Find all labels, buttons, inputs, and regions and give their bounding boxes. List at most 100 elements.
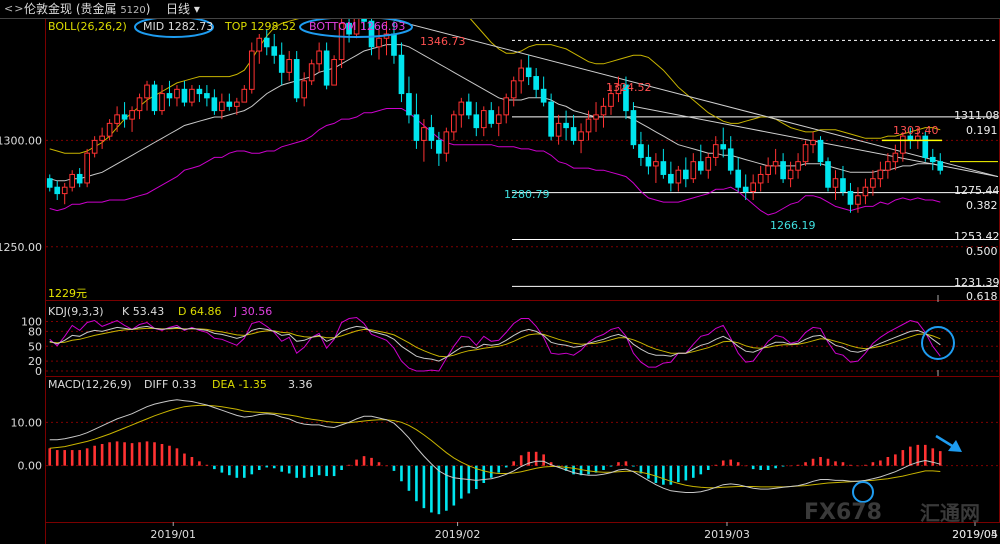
kdj-j-name: J <box>234 305 238 318</box>
macd-hist-bar <box>422 465 426 509</box>
macd-hist-bar <box>130 443 134 466</box>
candle-body <box>712 144 719 158</box>
candle-body <box>286 59 293 73</box>
candle-body <box>196 88 203 95</box>
macd-hist-bar <box>257 465 261 470</box>
candle-body <box>855 195 861 205</box>
macd-hist-bar <box>302 465 306 478</box>
macd-hist-bar <box>242 465 246 478</box>
candle-body <box>690 161 697 180</box>
macd-hist-bar <box>93 445 96 466</box>
macd-hist-bar <box>183 453 186 466</box>
x-tick-1: 2019/02 <box>435 528 481 541</box>
candle-body <box>795 161 801 171</box>
kdj-d-line <box>49 327 941 358</box>
macd-hist-bar <box>362 456 366 466</box>
candle-body <box>174 88 180 99</box>
bollinger-bands <box>49 0 941 216</box>
candle-body <box>106 122 113 137</box>
fib-price-4: 1231.39 <box>954 276 1000 289</box>
candle-body <box>495 114 502 124</box>
annotation-high-2: 1324.52 <box>606 81 652 94</box>
macd-hist-bar <box>901 450 905 466</box>
candle-body <box>144 84 150 99</box>
candle-body <box>937 161 944 171</box>
macd-hist-bar <box>931 448 935 466</box>
chevron-down-icon: ▾ <box>193 2 200 16</box>
macd-hist-bar <box>205 464 209 466</box>
candle-body <box>750 182 756 192</box>
macd-hist-bar <box>265 465 269 468</box>
macd-hist-bar <box>811 458 815 466</box>
candlesticks <box>46 0 944 213</box>
candle-body <box>518 67 525 82</box>
macd-hist-bar <box>385 465 388 467</box>
candle-body <box>473 114 480 129</box>
macd-hist-bar <box>894 454 897 466</box>
candle-body <box>211 97 218 112</box>
candle-body <box>99 135 105 141</box>
macd-hist-bar <box>325 465 328 477</box>
kdj-k-value: 53.43 <box>132 305 165 318</box>
candle-body <box>278 54 285 73</box>
macd-hist-bar <box>617 462 620 466</box>
candle-body <box>46 178 53 188</box>
fib-price-3: 1253.42 <box>954 230 1000 243</box>
arrow-down-icon <box>935 434 955 449</box>
candle-body <box>630 110 637 146</box>
macd-hist-bar <box>677 465 680 483</box>
annotation-high-1: 1346.73 <box>420 35 466 48</box>
candle-body <box>308 63 315 82</box>
macd-hist-bar <box>624 461 628 466</box>
kdj-k-legend: K 53.43 <box>122 305 164 319</box>
macd-hist-bar <box>347 464 351 466</box>
panel-frame-0 <box>45 18 1000 301</box>
candle-body <box>922 135 929 158</box>
kdj-y-tick-3: 20 <box>28 355 42 368</box>
period-selector[interactable]: 日线 ▾ <box>166 0 200 18</box>
candle-body <box>900 135 906 154</box>
candle-body <box>189 88 195 103</box>
candle-body <box>885 161 891 171</box>
candle-body <box>623 84 629 112</box>
macd-hist-bar <box>594 465 598 473</box>
highlight-circle-macd <box>852 481 874 503</box>
macd-hist-bar <box>198 461 201 466</box>
instrument-code: 5120 <box>120 5 146 16</box>
fib-price-2: 1275.44 <box>954 184 1000 197</box>
boll-bottom-value: 1266.93 <box>359 20 406 33</box>
macd-dea-value: -1.35 <box>238 378 267 391</box>
candle-body <box>421 127 427 141</box>
macd-hist-bar <box>706 465 710 470</box>
boll-mid-value: 1282.73 <box>167 20 214 33</box>
candle-body <box>219 101 225 112</box>
macd-hist-bar <box>392 465 396 471</box>
nav-arrows-icon[interactable]: <> <box>4 2 25 15</box>
macd-diff-line <box>49 399 941 493</box>
macd-hist-bar <box>804 462 807 466</box>
candle-body <box>376 37 382 48</box>
macd-hist-legend: 3.36 <box>288 378 313 391</box>
kdj-k-name: K <box>122 305 130 318</box>
macd-hist-bar <box>639 465 643 474</box>
macd-hist-bar <box>534 451 538 466</box>
candle-body <box>316 50 322 65</box>
macd-hist-bar <box>938 451 942 466</box>
candle-body <box>443 131 450 154</box>
kdj-y-tick-0: 100 <box>21 315 42 328</box>
boll-top-name: TOP <box>225 20 248 33</box>
macd-hist-bar <box>78 450 81 466</box>
macd-hist-bar <box>310 465 313 477</box>
candle-body <box>817 139 824 163</box>
macd-diff-name: DIFF <box>144 378 169 391</box>
macd-hist-bar <box>766 465 770 470</box>
macd-hist-bar <box>445 465 448 511</box>
macd-hist-bar <box>407 465 411 491</box>
macd-hist-bar <box>542 454 545 466</box>
candle-body <box>323 50 330 86</box>
macd-hist-bar <box>691 465 695 478</box>
candle-body <box>683 169 689 180</box>
macd-hist-bar <box>572 465 575 475</box>
candle-body <box>159 93 165 112</box>
macd-dea-name: DEA <box>212 378 235 391</box>
